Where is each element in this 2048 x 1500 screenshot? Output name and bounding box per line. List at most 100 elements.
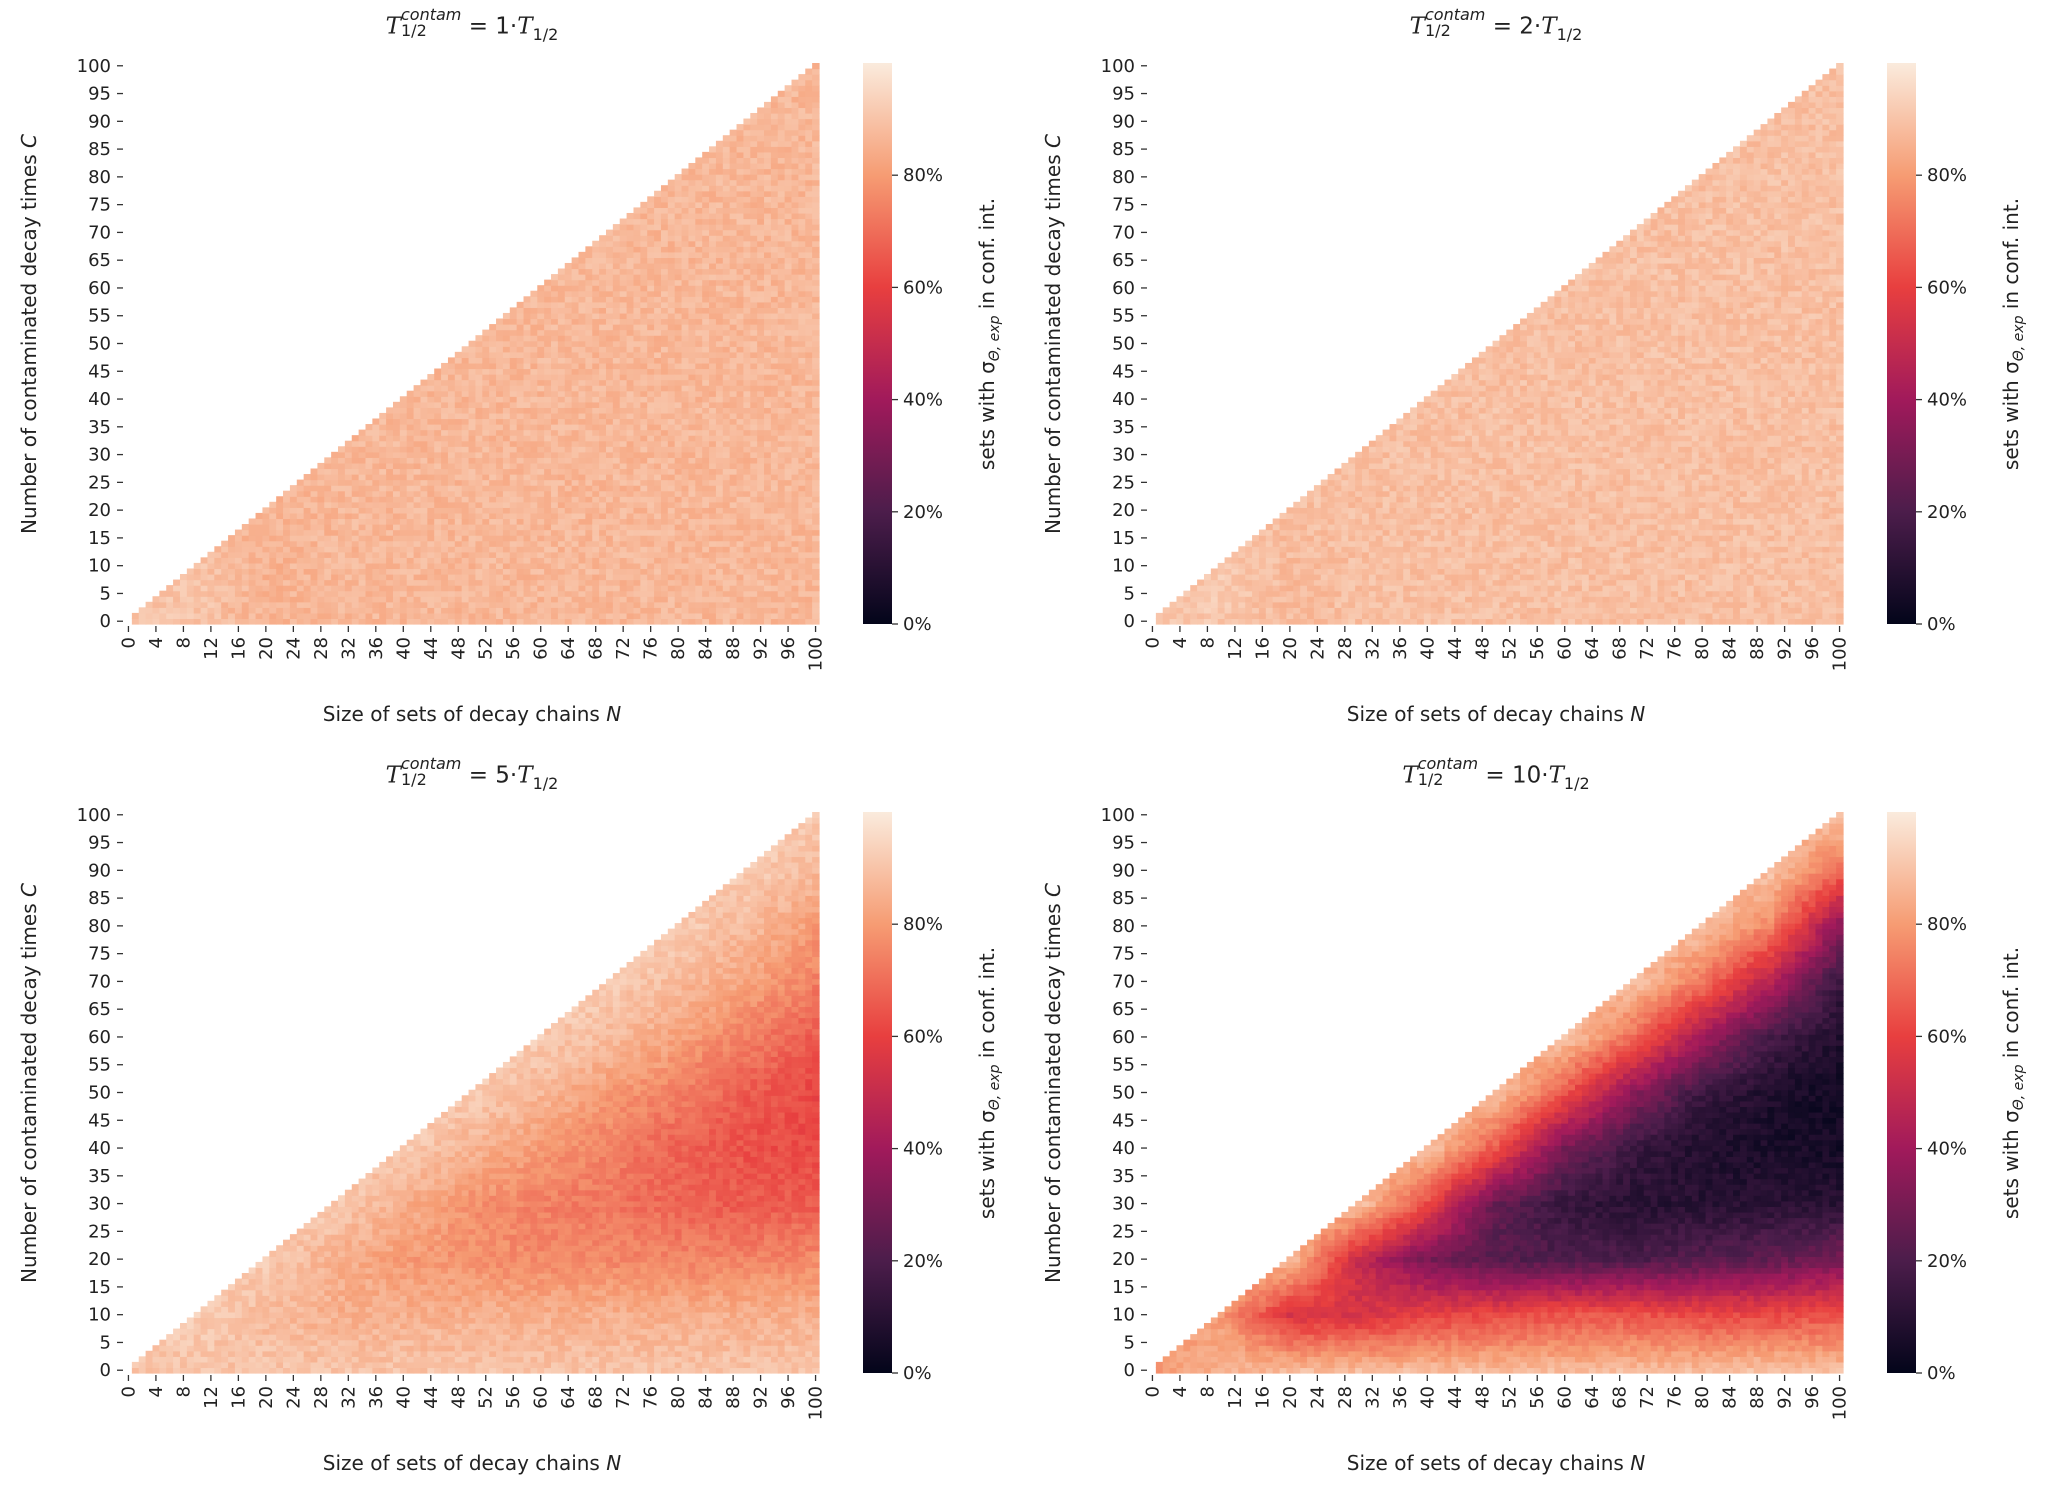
- heatmap-cell: [248, 601, 257, 608]
- heatmap-cell: [214, 574, 222, 581]
- heatmap-cell: [186, 585, 195, 592]
- heatmap-cell: [482, 479, 490, 486]
- heatmap-cell: [441, 468, 449, 475]
- heatmap-cell: [303, 618, 312, 625]
- heatmap-cell: [317, 579, 325, 586]
- heatmap-cell: [207, 585, 215, 592]
- heatmap-cell: [228, 557, 236, 564]
- heatmap-cell: [338, 507, 346, 514]
- heatmap-cell: [516, 529, 525, 536]
- heatmap-cell: [475, 574, 483, 581]
- heatmap-cell: [427, 490, 435, 497]
- heatmap-cell: [523, 301, 531, 308]
- heatmap-cell: [399, 462, 408, 470]
- heatmap-cell: [179, 574, 188, 581]
- heatmap-cell: [317, 562, 325, 570]
- heatmap-cell: [386, 407, 394, 414]
- heatmap-cell: [166, 618, 174, 625]
- heatmap-cell: [166, 612, 174, 620]
- heatmap-cell: [427, 590, 435, 597]
- heatmap-cell: [496, 468, 504, 475]
- heatmap-cell: [399, 579, 408, 586]
- heatmap-cell: [186, 618, 195, 625]
- heatmap-cell: [413, 485, 422, 492]
- heatmap-cell: [420, 390, 428, 397]
- heatmap-cell: [186, 574, 195, 581]
- heatmap-cell: [496, 424, 504, 431]
- heatmap-cell: [331, 590, 339, 597]
- heatmap-cell: [351, 462, 360, 470]
- heatmap-cell: [420, 590, 428, 597]
- heatmap-cell: [173, 612, 181, 620]
- heatmap-cell: [441, 435, 449, 442]
- heatmap-cell: [420, 385, 428, 392]
- heatmap-cell: [386, 418, 394, 425]
- heatmap-cell: [509, 335, 518, 342]
- heatmap-cell: [502, 507, 511, 514]
- heatmap-cell: [386, 612, 394, 620]
- heatmap-cell: [441, 390, 449, 397]
- heatmap-cell: [509, 574, 518, 581]
- heatmap-cell: [365, 424, 373, 431]
- heatmap-cell: [269, 574, 277, 581]
- heatmap-cell: [468, 490, 477, 497]
- heatmap-cell: [399, 590, 408, 597]
- heatmap-cell: [358, 568, 367, 575]
- heatmap-cell: [324, 607, 332, 614]
- heatmap-cell: [454, 407, 463, 414]
- heatmap-cell: [392, 485, 401, 492]
- heatmap-cell: [434, 390, 442, 397]
- heatmap-cell: [358, 518, 367, 525]
- heatmap-cell: [468, 596, 477, 603]
- heatmap-cell: [406, 512, 415, 520]
- heatmap-cell: [283, 512, 291, 520]
- heatmap-cell: [379, 579, 387, 586]
- heatmap-cell: [502, 312, 511, 320]
- heatmap-cell: [461, 524, 470, 531]
- heatmap-cell: [475, 429, 483, 436]
- heatmap-cell: [420, 435, 428, 442]
- heatmap-cell: [427, 435, 435, 442]
- heatmap-cell: [296, 601, 305, 608]
- heatmap-cell: [441, 457, 449, 464]
- heatmap-cell: [289, 568, 298, 575]
- heatmap-cell: [447, 557, 456, 564]
- heatmap-cell: [310, 590, 318, 597]
- heatmap-cell: [516, 329, 525, 336]
- heatmap-cell: [296, 485, 305, 492]
- heatmap-cell: [207, 551, 215, 558]
- heatmap-cell: [516, 418, 525, 425]
- heatmap-cell: [351, 596, 360, 603]
- heatmap-cell: [413, 429, 422, 436]
- heatmap-cell: [351, 585, 360, 592]
- heatmap-cell: [386, 518, 394, 525]
- heatmap-cell: [193, 590, 202, 597]
- heatmap-cell: [386, 546, 394, 553]
- heatmap-cell: [447, 374, 456, 381]
- heatmap-cell: [530, 557, 538, 564]
- heatmap-cell: [475, 390, 483, 397]
- heatmap-cell: [502, 485, 511, 492]
- heatmap-cell: [502, 396, 511, 403]
- heatmap-cell: [441, 440, 449, 447]
- heatmap-cell: [468, 568, 477, 575]
- heatmap-cell: [186, 579, 195, 586]
- heatmap-cell: [248, 529, 257, 536]
- heatmap-cell: [496, 435, 504, 442]
- heatmap-cell: [509, 540, 518, 547]
- heatmap-cell: [365, 546, 373, 553]
- heatmap-cell: [420, 512, 428, 520]
- heatmap-cell: [399, 529, 408, 536]
- heatmap-cell: [523, 501, 531, 508]
- heatmap-cell: [331, 618, 339, 625]
- heatmap-cell: [482, 579, 490, 586]
- title-T: T: [386, 14, 401, 40]
- heatmap-cell: [317, 496, 325, 503]
- heatmap-cell: [406, 424, 415, 431]
- heatmap-cell: [461, 446, 470, 453]
- heatmap-cell: [468, 451, 477, 458]
- heatmap-cell: [454, 501, 463, 508]
- heatmap-cell: [447, 590, 456, 597]
- heatmap-cell: [509, 318, 518, 325]
- heatmap-cell: [523, 579, 531, 586]
